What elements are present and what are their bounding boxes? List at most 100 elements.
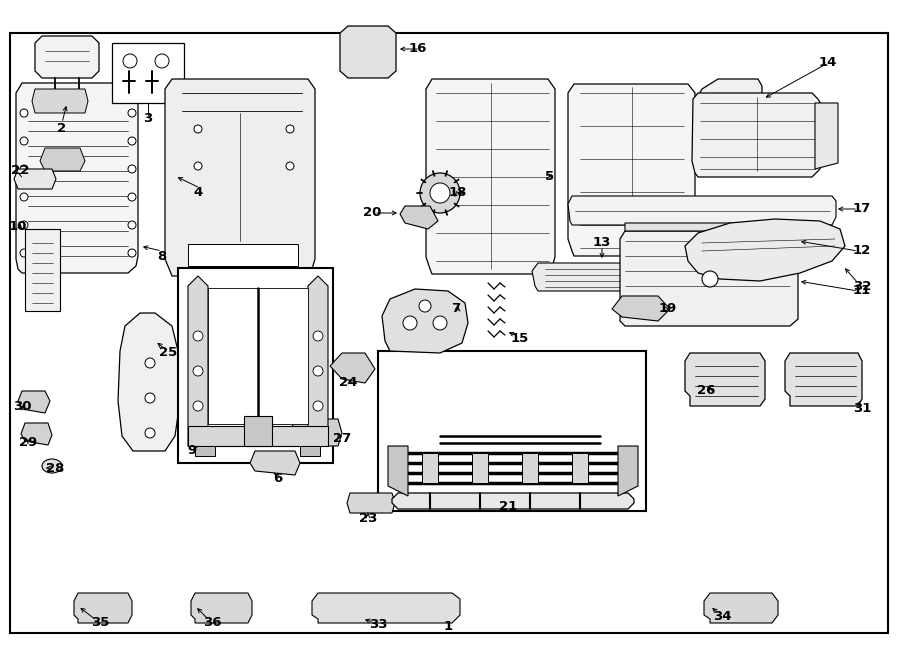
Ellipse shape [193,401,203,411]
Ellipse shape [20,165,28,173]
Ellipse shape [403,316,417,330]
Text: 1: 1 [444,619,453,633]
Polygon shape [32,89,88,113]
Ellipse shape [194,125,202,133]
Ellipse shape [193,366,203,376]
Text: 20: 20 [363,206,382,219]
Polygon shape [330,353,375,383]
Ellipse shape [20,137,28,145]
Polygon shape [625,223,798,239]
Polygon shape [572,453,588,483]
Polygon shape [40,148,85,171]
Ellipse shape [42,459,62,473]
Polygon shape [300,446,320,456]
Polygon shape [18,391,50,413]
Text: 21: 21 [499,500,517,512]
Ellipse shape [128,165,136,173]
Polygon shape [620,231,798,326]
Text: 15: 15 [511,332,529,346]
Text: 25: 25 [159,346,177,360]
Bar [378,351,646,511]
Polygon shape [815,103,838,169]
Ellipse shape [128,193,136,201]
Ellipse shape [145,428,155,438]
Ellipse shape [430,183,450,203]
Polygon shape [612,296,670,321]
Text: 22: 22 [11,165,29,178]
Polygon shape [74,593,132,623]
Text: 27: 27 [333,432,351,446]
Polygon shape [382,289,468,353]
Ellipse shape [433,316,447,330]
Text: 4: 4 [194,186,202,200]
Polygon shape [522,453,538,483]
Ellipse shape [702,271,718,287]
Text: 5: 5 [545,169,554,182]
Polygon shape [388,446,408,496]
Ellipse shape [128,137,136,145]
Text: 6: 6 [274,471,283,485]
Text: 17: 17 [853,202,871,215]
Text: 13: 13 [593,237,611,249]
Ellipse shape [20,249,28,257]
Text: 29: 29 [19,436,37,449]
Polygon shape [400,206,438,229]
Text: 2: 2 [58,122,67,134]
Polygon shape [312,593,460,623]
Polygon shape [568,84,695,256]
Text: 3: 3 [143,112,153,126]
Polygon shape [16,83,138,273]
Bar [178,268,333,463]
Text: 23: 23 [359,512,377,524]
Ellipse shape [155,54,169,68]
Polygon shape [290,419,342,446]
Text: 24: 24 [338,377,357,389]
Ellipse shape [20,193,28,201]
Text: 26: 26 [697,385,716,397]
Polygon shape [785,353,862,406]
Polygon shape [426,79,555,274]
Polygon shape [21,423,52,445]
Ellipse shape [145,358,155,368]
Text: 10: 10 [9,219,27,233]
Ellipse shape [419,300,431,312]
Text: 14: 14 [819,56,837,69]
Polygon shape [165,79,315,276]
Polygon shape [308,276,328,446]
Polygon shape [340,26,396,78]
Polygon shape [472,453,488,483]
Bar [244,416,272,446]
Polygon shape [568,196,836,225]
Text: 32: 32 [853,280,871,293]
Ellipse shape [194,162,202,170]
Ellipse shape [420,173,460,213]
Polygon shape [250,451,300,475]
Polygon shape [118,313,180,451]
Ellipse shape [286,162,294,170]
Polygon shape [25,229,60,311]
Text: 9: 9 [187,444,196,457]
Text: 30: 30 [13,399,32,412]
Bar [188,244,298,266]
Ellipse shape [128,109,136,117]
Text: 7: 7 [452,303,461,315]
Polygon shape [422,453,438,483]
Ellipse shape [128,249,136,257]
Text: 33: 33 [369,617,387,631]
Text: 19: 19 [659,303,677,315]
Text: 34: 34 [713,609,731,623]
Ellipse shape [193,331,203,341]
Polygon shape [704,593,778,623]
Polygon shape [392,493,634,509]
Ellipse shape [128,221,136,229]
Polygon shape [191,593,252,623]
Polygon shape [14,169,56,189]
Text: 18: 18 [449,186,467,200]
Ellipse shape [313,331,323,341]
Text: 16: 16 [409,42,428,56]
Polygon shape [188,276,208,446]
Polygon shape [692,93,822,177]
Text: 8: 8 [158,249,166,262]
Polygon shape [188,426,328,446]
Polygon shape [698,79,762,119]
